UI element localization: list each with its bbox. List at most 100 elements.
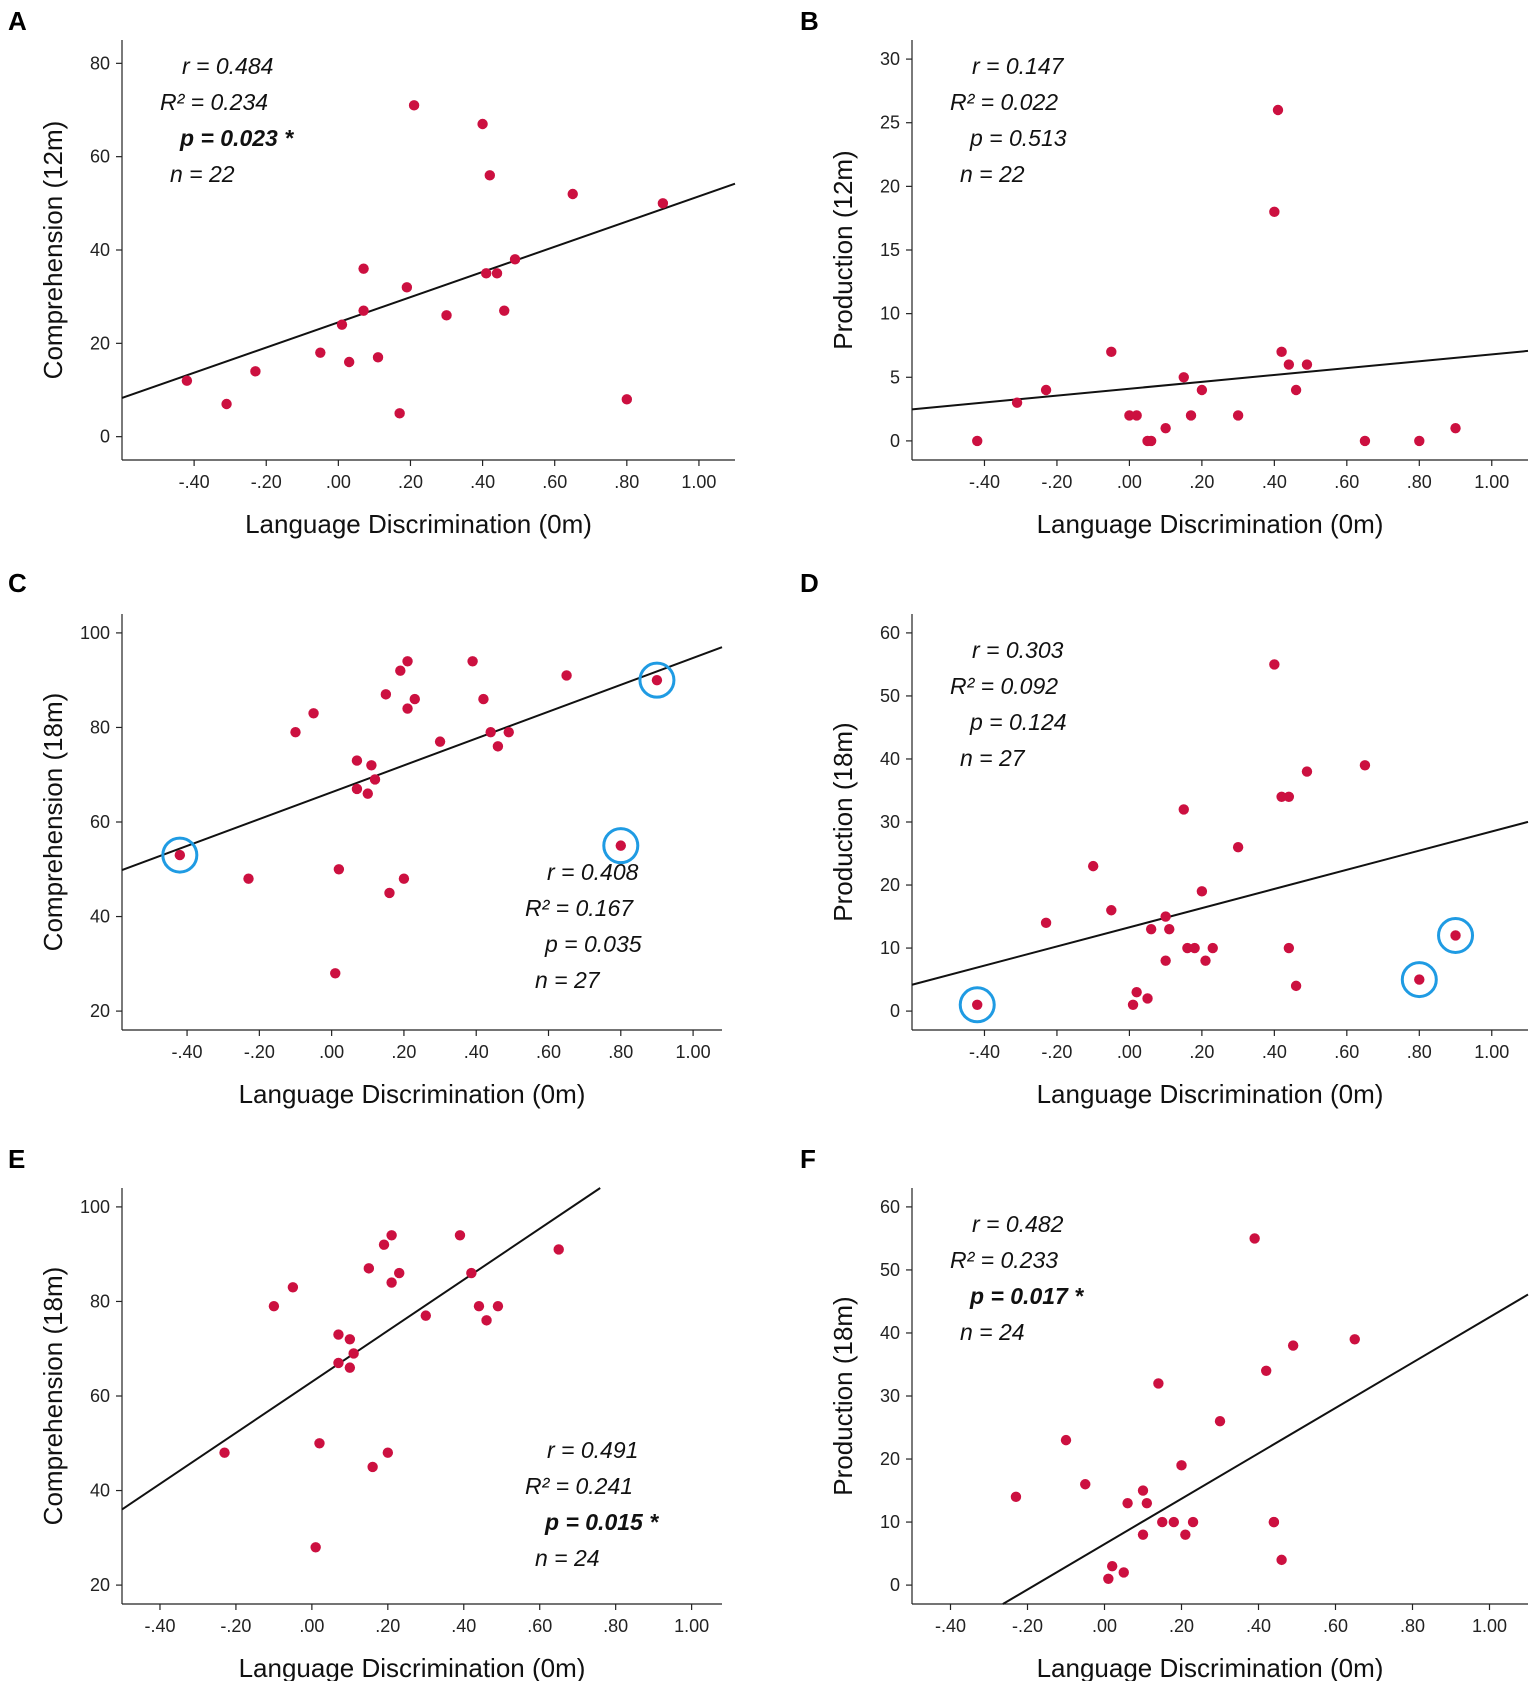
data-point	[972, 435, 983, 447]
data-point	[1011, 397, 1023, 408]
data-point	[1040, 384, 1052, 396]
y-tick-label: 40	[90, 1481, 110, 1501]
data-point	[1414, 435, 1425, 447]
x-tick-label: .80	[1407, 472, 1432, 492]
data-point	[394, 1267, 405, 1279]
data-point	[348, 1348, 359, 1359]
data-point	[314, 1438, 325, 1449]
data-point	[308, 708, 319, 719]
data-point	[367, 1461, 378, 1473]
data-point	[1178, 804, 1189, 815]
data-point	[250, 366, 261, 377]
data-point	[1349, 1334, 1360, 1345]
y-tick-label: 30	[880, 49, 900, 69]
y-tick-label: 60	[880, 1197, 900, 1217]
y-tick-label: 20	[880, 875, 900, 895]
data-point	[1414, 974, 1425, 985]
data-point	[1107, 1560, 1118, 1572]
data-point	[467, 656, 478, 667]
data-point	[344, 1362, 356, 1373]
panel-e: E -.40 -.20 .00 .20 .40 .60 .80 1.00 20 40 60 80 100 L…	[8, 1144, 722, 1681]
panel-letter: E	[8, 1144, 25, 1174]
data-point	[330, 968, 341, 979]
x-tick-label: .20	[1169, 1616, 1194, 1636]
data-point	[1359, 435, 1371, 447]
data-point	[344, 1334, 356, 1345]
data-point	[553, 1244, 564, 1255]
x-tick-label: .00	[1117, 1042, 1142, 1062]
x-tick-label: .60	[527, 1616, 552, 1636]
data-point	[408, 100, 420, 111]
y-tick-label: 80	[90, 717, 110, 737]
x-tick-label: .80	[603, 1616, 628, 1636]
data-point	[1160, 955, 1171, 966]
y-tick-label: 10	[880, 1512, 900, 1532]
data-point	[372, 352, 384, 363]
highlight-ring	[161, 836, 199, 874]
x-tick-label: .20	[375, 1616, 400, 1636]
data-point	[1141, 1497, 1153, 1509]
y-tick-label: 40	[90, 907, 110, 927]
x-tick-label: -.40	[172, 1042, 203, 1062]
data-point	[481, 1315, 492, 1326]
x-tick-label: -.20	[251, 472, 282, 492]
data-point	[1287, 1340, 1299, 1351]
data-point	[567, 188, 578, 200]
stat-line: r = 0.484	[182, 53, 273, 79]
data-point	[1124, 410, 1135, 421]
x-tick-label: .00	[319, 1042, 344, 1062]
data-point	[1145, 435, 1157, 447]
y-tick-label: 50	[880, 686, 900, 706]
data-point	[1087, 860, 1099, 872]
x-tick-label: 1.00	[1474, 472, 1509, 492]
regression-line	[121, 182, 736, 399]
x-tick-label: .20	[391, 1042, 416, 1062]
x-tick-label: .20	[1189, 1042, 1214, 1062]
data-point	[336, 319, 348, 330]
stat-line: n = 24	[960, 1319, 1025, 1345]
data-point	[310, 1542, 321, 1553]
data-point	[1290, 384, 1302, 396]
data-point	[1283, 942, 1295, 954]
panel-c: C -.40 -.20 .00 .20 .40 .60 .80 1.00 20 40 60 80 100 L…	[8, 568, 723, 1109]
data-point	[615, 840, 626, 851]
y-tick-label: 0	[890, 1575, 900, 1595]
stat-line: R² = 0.167	[525, 895, 634, 921]
y-tick-label: 60	[90, 1386, 110, 1406]
data-point	[1301, 359, 1313, 370]
highlight-ring	[1437, 916, 1475, 954]
data-point	[366, 760, 377, 771]
data-point	[402, 656, 413, 667]
data-point	[369, 774, 381, 785]
x-tick-label: 1.00	[676, 1042, 711, 1062]
data-point	[386, 1277, 397, 1288]
y-tick-label: 60	[90, 147, 110, 167]
data-point	[1142, 993, 1153, 1004]
data-point	[1180, 1529, 1191, 1540]
data-point	[1127, 999, 1139, 1010]
data-point	[386, 1230, 397, 1241]
data-point	[473, 1300, 485, 1312]
stat-line: r = 0.408	[547, 859, 639, 885]
data-point	[454, 1230, 466, 1241]
x-tick-label: .40	[1262, 472, 1287, 492]
data-point	[1118, 1567, 1129, 1578]
x-axis-label: Language Discrimination (0m)	[245, 509, 592, 539]
data-point	[1168, 1516, 1180, 1528]
data-point	[1137, 1485, 1149, 1496]
data-point	[351, 755, 363, 766]
data-point	[1232, 410, 1244, 421]
x-tick-label: .40	[451, 1616, 476, 1636]
data-point	[1080, 1479, 1091, 1490]
data-point	[1196, 886, 1208, 897]
data-point	[1153, 1378, 1164, 1389]
stat-line: n = 22	[170, 161, 235, 187]
data-point	[509, 254, 521, 265]
x-tick-label: .40	[1246, 1616, 1271, 1636]
x-tick-label: .00	[1117, 472, 1142, 492]
data-point	[1207, 942, 1218, 954]
panel-letter: F	[800, 1144, 816, 1174]
highlight-ring	[1400, 961, 1438, 999]
stat-line: R² = 0.092	[950, 673, 1058, 699]
stat-line: p = 0.035	[544, 931, 642, 957]
